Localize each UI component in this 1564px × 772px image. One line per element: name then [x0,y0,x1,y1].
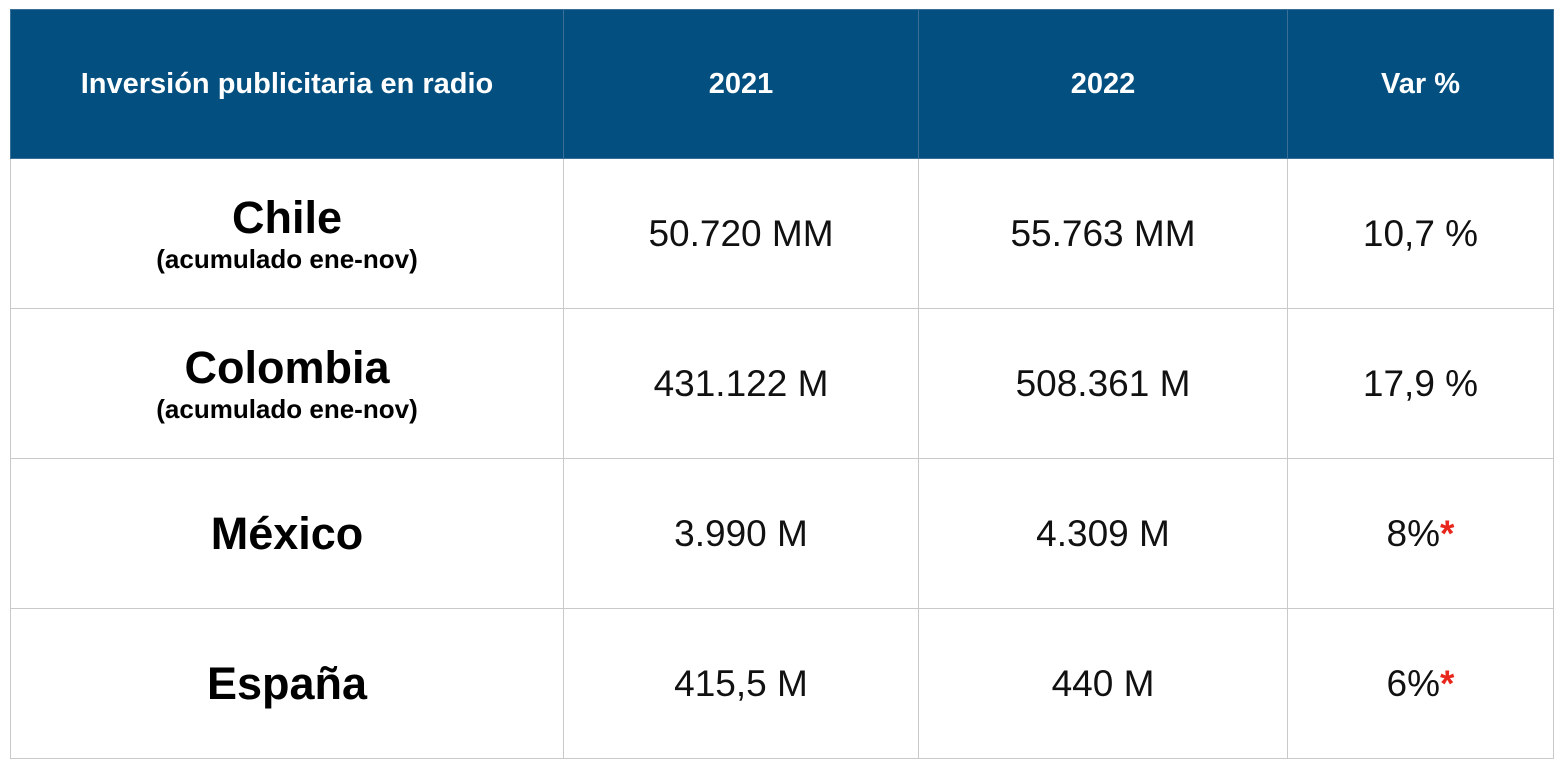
cell-2021: 50.720 MM [563,158,919,309]
table-body: Chile (acumulado ene-nov) 50.720 MM 55.763 … [10,158,1554,759]
var-asterisk: * [1440,662,1455,704]
cell-2022: 55.763 MM [918,158,1288,309]
country-name: Colombia [184,341,390,393]
country-note: (acumulado ene-nov) [156,243,418,274]
cell-2022: 4.309 M [918,458,1288,609]
table-header-row: Inversión publicitaria en radio 2021 202… [10,9,1554,159]
header-category: Inversión publicitaria en radio [10,9,564,159]
table-row: Colombia (acumulado ene-nov) 431.122 M 508.… [10,308,1554,459]
cell-2021: 3.990 M [563,458,919,609]
cell-2021: 431.122 M [563,308,919,459]
header-2021: 2021 [563,9,919,159]
cell-var: 17,9 % [1287,308,1554,459]
cell-var: 8%* [1287,458,1554,609]
cell-var: 6%* [1287,608,1554,759]
table-row: Chile (acumulado ene-nov) 50.720 MM 55.763 … [10,158,1554,309]
country-name: Chile [231,191,343,243]
cell-country: España [10,608,564,759]
cell-var: 10,7 % [1287,158,1554,309]
cell-country: Colombia (acumulado ene-nov) [10,308,564,459]
var-asterisk: * [1440,512,1455,554]
header-var: Var % [1287,9,1554,159]
header-2022: 2022 [918,9,1288,159]
country-note: (acumulado ene-nov) [156,393,418,424]
table-row: México 3.990 M 4.309 M 8%* [10,458,1554,609]
radio-ad-investment-table: Inversión publicitaria en radio 2021 202… [10,9,1554,759]
country-name: España [206,657,368,709]
table-row: España 415,5 M 440 M 6%* [10,608,1554,759]
cell-2021: 415,5 M [563,608,919,759]
cell-country: México [10,458,564,609]
cell-country: Chile (acumulado ene-nov) [10,158,564,309]
var-value: 17,9 % [1362,362,1479,404]
cell-2022: 508.361 M [918,308,1288,459]
cell-2022: 440 M [918,608,1288,759]
country-name: México [210,507,364,559]
var-value: 10,7 % [1362,212,1479,254]
var-value: 6% [1386,662,1441,704]
var-value: 8% [1386,512,1441,554]
